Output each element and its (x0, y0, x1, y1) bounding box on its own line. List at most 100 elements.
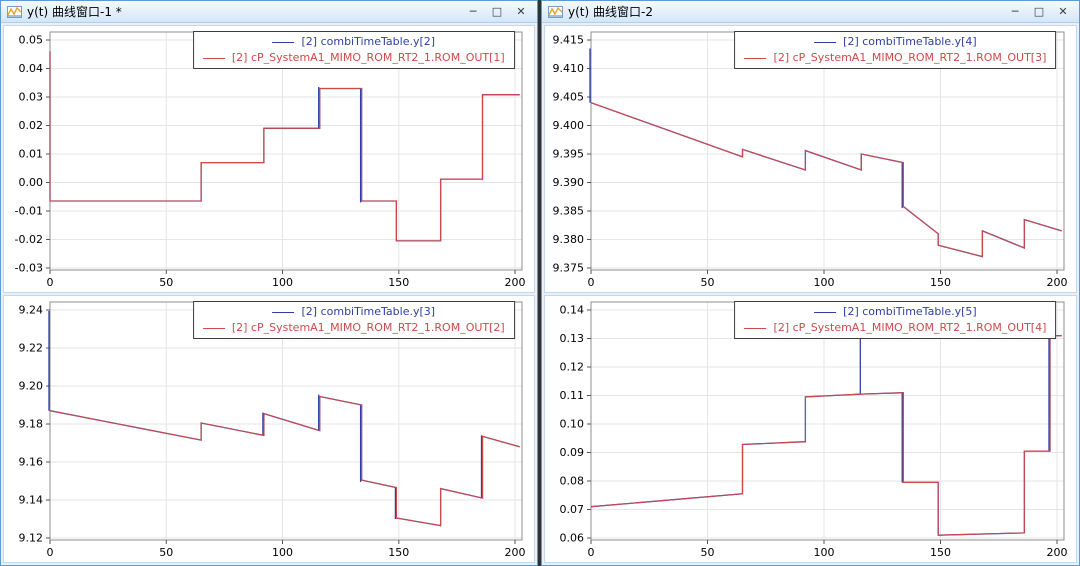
svg-text:0.05: 0.05 (19, 34, 44, 47)
legend-box: [2] combiTimeTable.y[4] [2] cP_SystemA1_M… (734, 31, 1057, 69)
legend-line-swatch (814, 311, 837, 313)
svg-text:0.12: 0.12 (560, 361, 585, 374)
maximize-button[interactable]: □ (491, 4, 503, 18)
svg-text:9.410: 9.410 (553, 62, 585, 75)
svg-text:100: 100 (814, 276, 835, 289)
svg-text:0: 0 (588, 276, 595, 289)
svg-text:0.07: 0.07 (560, 503, 585, 516)
chart-canvas[interactable]: 0.14 0.13 0.12 0.11 0.10 0.09 0.08 0.07 0.060 50 1… (545, 296, 1076, 562)
svg-text:200: 200 (1047, 546, 1068, 559)
svg-text:9.24: 9.24 (19, 304, 44, 317)
svg-text:100: 100 (272, 546, 293, 559)
legend-label: [2] cP_SystemA1_MIMO_ROM_RT2_1.ROM_OUT[3… (773, 51, 1047, 64)
chart-canvas[interactable]: 0.05 0.04 0.03 0.02 0.01 0.00 -0.01 -0.02 -0.03 0… (4, 26, 534, 292)
svg-text:50: 50 (701, 276, 715, 289)
legend-row[interactable]: [2] cP_SystemA1_MIMO_ROM_RT2_1.ROM_OUT[1… (202, 50, 505, 66)
svg-text:9.390: 9.390 (553, 176, 585, 189)
svg-text:0.00: 0.00 (19, 176, 44, 189)
minimize-button[interactable]: ─ (469, 4, 477, 18)
legend-label: [2] combiTimeTable.y[5] (843, 305, 977, 318)
svg-text:9.22: 9.22 (19, 342, 44, 355)
legend-label: [2] combiTimeTable.y[3] (301, 305, 436, 318)
svg-text:9.415: 9.415 (553, 34, 585, 47)
legend-label: [2] cP_SystemA1_MIMO_ROM_RT2_1.ROM_OUT[4… (773, 321, 1047, 334)
svg-text:150: 150 (388, 546, 409, 559)
svg-text:9.400: 9.400 (553, 119, 585, 132)
svg-text:-0.03: -0.03 (15, 262, 43, 275)
close-button[interactable]: ✕ (516, 4, 526, 18)
svg-text:0.14: 0.14 (560, 304, 585, 317)
chart-panel-y4[interactable]: 9.415 9.410 9.405 9.400 9.395 9.390 9.385 9.380… (544, 25, 1077, 293)
legend-line-swatch (272, 41, 295, 43)
window-title: y(t) 曲线窗口-2 (568, 5, 653, 19)
window-1-body: 0.05 0.04 0.03 0.02 0.01 0.00 -0.01 -0.02 -0.03 0… (1, 23, 537, 565)
svg-text:200: 200 (1047, 276, 1068, 289)
chart-panel-y2[interactable]: 0.05 0.04 0.03 0.02 0.01 0.00 -0.01 -0.02 -0.03 0… (3, 25, 535, 293)
svg-text:9.380: 9.380 (553, 233, 585, 246)
svg-text:200: 200 (505, 276, 526, 289)
svg-text:100: 100 (814, 546, 835, 559)
legend-row[interactable]: [2] combiTimeTable.y[5] (814, 304, 977, 320)
svg-text:9.395: 9.395 (553, 148, 585, 161)
svg-text:0.01: 0.01 (19, 148, 44, 161)
svg-text:9.405: 9.405 (553, 91, 585, 104)
svg-text:0: 0 (47, 546, 54, 559)
window-2-titlebar[interactable]: y(t) 曲线窗口-2 ─ □ ✕ (542, 1, 1079, 23)
legend-row[interactable]: [2] combiTimeTable.y[2] (272, 34, 436, 50)
svg-text:0.11: 0.11 (560, 389, 585, 402)
legend-row[interactable]: [2] cP_SystemA1_MIMO_ROM_RT2_1.ROM_OUT[4… (744, 320, 1047, 336)
svg-text:9.375: 9.375 (553, 262, 585, 275)
legend-row[interactable]: [2] combiTimeTable.y[4] (814, 34, 977, 50)
svg-text:9.385: 9.385 (553, 205, 585, 218)
window-title: y(t) 曲线窗口-1 * (27, 5, 122, 19)
legend-line-swatch (814, 41, 837, 43)
svg-text:-0.01: -0.01 (15, 205, 43, 218)
legend-line-swatch (202, 57, 225, 59)
svg-text:50: 50 (159, 276, 173, 289)
legend-line-swatch (744, 57, 767, 59)
svg-text:0: 0 (588, 546, 595, 559)
legend-row[interactable]: [2] combiTimeTable.y[3] (272, 304, 436, 320)
legend-row[interactable]: [2] cP_SystemA1_MIMO_ROM_RT2_1.ROM_OUT[2… (202, 320, 505, 336)
window-controls: ─ □ ✕ (461, 2, 533, 22)
legend-line-swatch (744, 327, 767, 329)
svg-text:150: 150 (388, 276, 409, 289)
svg-text:0.04: 0.04 (19, 62, 44, 75)
window-controls: ─ □ ✕ (1003, 2, 1075, 22)
legend-line-swatch (272, 311, 295, 313)
svg-text:0.08: 0.08 (560, 475, 585, 488)
plot-window-2: y(t) 曲线窗口-2 ─ □ ✕ 9.415 9.410 9.405 9.400 9.… (541, 0, 1080, 566)
svg-text:200: 200 (505, 546, 526, 559)
close-button[interactable]: ✕ (1058, 4, 1068, 18)
svg-text:-0.02: -0.02 (15, 233, 43, 246)
legend-box: [2] combiTimeTable.y[5] [2] cP_SystemA1_M… (734, 301, 1057, 339)
chart-panel-y5[interactable]: 0.14 0.13 0.12 0.11 0.10 0.09 0.08 0.07 0.06 0 50 1… (544, 295, 1077, 563)
window-1-titlebar[interactable]: y(t) 曲线窗口-1 * ─ □ ✕ (1, 1, 537, 23)
chart-panel-y3[interactable]: 9.24 9.22 9.20 9.18 9.16 9.14 9.12 0 50 100 150 200… (3, 295, 535, 563)
svg-text:50: 50 (701, 546, 715, 559)
curve-window-icon (7, 5, 22, 18)
legend-label: [2] combiTimeTable.y[2] (301, 35, 436, 48)
maximize-button[interactable]: □ (1033, 4, 1045, 18)
svg-text:0.13: 0.13 (560, 332, 585, 345)
svg-text:9.14: 9.14 (19, 494, 44, 507)
chart-canvas[interactable]: 9.415 9.410 9.405 9.400 9.395 9.390 9.385 9.380… (545, 26, 1076, 292)
svg-text:0: 0 (47, 276, 54, 289)
legend-label: [2] cP_SystemA1_MIMO_ROM_RT2_1.ROM_OUT[2… (231, 321, 505, 334)
legend-row[interactable]: [2] cP_SystemA1_MIMO_ROM_RT2_1.ROM_OUT[3… (744, 50, 1047, 66)
svg-text:150: 150 (930, 546, 951, 559)
minimize-button[interactable]: ─ (1011, 4, 1019, 18)
chart-canvas[interactable]: 9.24 9.22 9.20 9.18 9.16 9.14 9.120 50 100 150 200 (4, 296, 534, 562)
svg-text:0.10: 0.10 (560, 418, 585, 431)
svg-text:9.20: 9.20 (19, 380, 44, 393)
legend-box: [2] combiTimeTable.y[2] [2] cP_SystemA1_M… (192, 31, 515, 69)
svg-text:9.16: 9.16 (19, 456, 44, 469)
svg-text:150: 150 (930, 276, 951, 289)
svg-text:0.03: 0.03 (19, 91, 44, 104)
plot-window-1: y(t) 曲线窗口-1 * ─ □ ✕ 0.05 0.04 0.03 0.02 0.01… (0, 0, 538, 566)
curve-window-icon (548, 5, 563, 18)
svg-text:50: 50 (159, 546, 173, 559)
svg-text:9.18: 9.18 (19, 418, 44, 431)
legend-box: [2] combiTimeTable.y[3] [2] cP_SystemA1_M… (192, 301, 515, 339)
svg-text:9.12: 9.12 (19, 532, 44, 545)
